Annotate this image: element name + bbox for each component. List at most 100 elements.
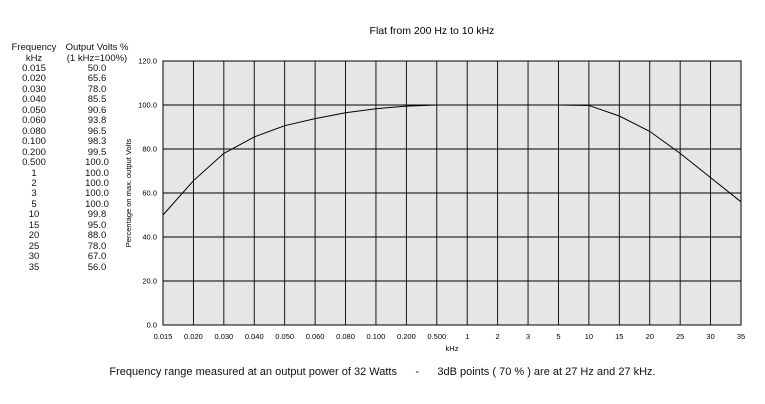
- frequency-cell: 10: [28, 209, 40, 221]
- frequency-cell: 0.040: [22, 94, 46, 106]
- table-row: 0.015 50.0: [8, 63, 138, 74]
- table-row: 35 56.0: [8, 261, 138, 273]
- frequency-cell: 20: [28, 230, 40, 242]
- table-row: 0.200 99.5: [8, 146, 138, 158]
- x-tick-label: 25: [676, 332, 684, 341]
- output-volts-cell: 56.0: [87, 261, 107, 273]
- x-tick-label: 0.060: [306, 332, 325, 341]
- table-header: Frequency kHz Output Volts % (1 kHz=100%…: [8, 42, 138, 64]
- footer-caption-left: Frequency range measured at an output po…: [109, 366, 397, 378]
- footer-caption-separator: -: [415, 366, 419, 378]
- table-row: 0.100 98.3: [8, 136, 138, 148]
- x-tick-label: 0.030: [214, 332, 233, 341]
- x-tick-label: 30: [706, 332, 714, 341]
- y-tick-label: 80.0: [142, 145, 157, 154]
- x-tick-label: 0.020: [184, 332, 203, 341]
- output-volts-cell: 78.0: [87, 83, 107, 95]
- x-tick-label: 0.040: [245, 332, 264, 341]
- frequency-cell: 35: [28, 261, 40, 273]
- table-row: 0.060 93.8: [8, 115, 138, 127]
- x-tick-label: 1: [465, 332, 469, 341]
- x-tick-label: 0.500: [427, 332, 446, 341]
- table-row: 0.030 78.0: [8, 83, 138, 95]
- frequency-cell: 0.060: [22, 115, 46, 127]
- frequency-cell: 5: [31, 198, 37, 210]
- x-tick-label: 5: [556, 332, 560, 341]
- x-tick-label: 0.100: [367, 332, 386, 341]
- frequency-cell: 25: [28, 240, 40, 252]
- column-header-output-unit: (1 kHz=100%): [66, 53, 128, 64]
- table-row: 0.080 96.5: [8, 125, 138, 137]
- table-row: 5 100.0: [8, 198, 138, 210]
- x-tick-label: 0.050: [275, 332, 294, 341]
- x-tick-label: 0.015: [154, 332, 173, 341]
- column-header-output-title: Output Volts %: [65, 42, 129, 53]
- output-volts-cell: 85.5: [87, 94, 107, 106]
- output-volts-cell: 88.0: [87, 230, 107, 242]
- table-row: 20 88.0: [8, 230, 138, 242]
- output-volts-cell: 67.0: [87, 251, 107, 263]
- frequency-cell: 0.050: [22, 104, 46, 116]
- frequency-cell: 2: [31, 177, 37, 189]
- column-header-output: Output Volts % (1 kHz=100%): [60, 42, 134, 64]
- y-tick-labels: 0.0 20.0 40.0 60.0 80.0 100.0 120.0: [138, 57, 157, 330]
- y-tick-label: 120.0: [138, 57, 157, 66]
- output-volts-cell: 99.5: [87, 146, 107, 158]
- output-volts-cell: 95.0: [87, 219, 107, 231]
- output-volts-cell: 100.0: [85, 198, 109, 210]
- x-tick-label: 3: [526, 332, 530, 341]
- x-tick-label: 2: [496, 332, 500, 341]
- column-header-frequency-unit: kHz: [25, 53, 43, 64]
- table-row: 3 100.0: [8, 188, 138, 200]
- table-row: 1 100.0: [8, 167, 138, 179]
- x-tick-label: 10: [585, 332, 593, 341]
- frequency-cell: 0.200: [22, 146, 46, 158]
- table-row: 15 95.0: [8, 219, 138, 231]
- series-line-output-volts: [162, 104, 742, 216]
- frequency-cell: 0.100: [22, 136, 46, 148]
- table-row: 0.500 100.0: [8, 157, 138, 169]
- y-tick-label: 100.0: [138, 101, 157, 110]
- output-volts-cell: 100.0: [85, 177, 109, 189]
- column-header-frequency: Frequency kHz: [8, 42, 60, 64]
- frequency-response-table: Frequency kHz Output Volts % (1 kHz=100%…: [8, 42, 138, 273]
- frequency-cell: 0.020: [22, 73, 46, 85]
- x-tick-label: 0.080: [336, 332, 355, 341]
- x-tick-label: 15: [615, 332, 623, 341]
- frequency-cell: 0.015: [22, 63, 46, 74]
- table-row: 10 99.8: [8, 209, 138, 221]
- chart-title: Flat from 200 Hz to 10 kHz: [370, 25, 495, 37]
- x-tick-label: 0.200: [397, 332, 416, 341]
- x-axis-label: kHz: [446, 344, 459, 353]
- output-volts-cell: 100.0: [85, 188, 109, 200]
- table-body: 0.015 50.0 0.020 65.6 0.030 78.0 0.040 85.5 0.05…: [8, 63, 138, 273]
- output-volts-cell: 65.6: [87, 73, 107, 85]
- y-tick-label: 40.0: [142, 233, 157, 242]
- output-volts-cell: 50.0: [87, 63, 107, 74]
- frequency-cell: 1: [31, 167, 37, 179]
- frequency-cell: 0.500: [22, 157, 46, 169]
- output-volts-cell: 100.0: [85, 157, 109, 169]
- frequency-cell: 15: [28, 219, 40, 231]
- output-volts-cell: 99.8: [87, 209, 107, 221]
- table-row: 0.040 85.5: [8, 94, 138, 106]
- plot-frame: [162, 60, 742, 326]
- table-row: 30 67.0: [8, 251, 138, 263]
- table-row: 25 78.0: [8, 240, 138, 252]
- x-tick-label: 20: [646, 332, 654, 341]
- table-row: 0.020 65.6: [8, 73, 138, 85]
- y-axis-label: Percentage on max. output Volts: [124, 139, 133, 248]
- output-volts-cell: 93.8: [87, 115, 107, 127]
- table-row: 2 100.0: [8, 177, 138, 189]
- footer-caption: Frequency range measured at an output po…: [0, 366, 765, 378]
- x-tick-label: 35: [737, 332, 745, 341]
- column-header-frequency-title: Frequency: [11, 42, 57, 53]
- output-volts-cell: 96.5: [87, 125, 107, 137]
- frequency-cell: 3: [31, 188, 37, 200]
- table-row: 0.050 90.6: [8, 104, 138, 116]
- y-tick-label: 0.0: [147, 321, 157, 330]
- footer-caption-right: 3dB points ( 70 % ) are at 27 Hz and 27 …: [437, 366, 656, 378]
- frequency-cell: 0.030: [22, 83, 46, 95]
- output-volts-cell: 98.3: [87, 136, 107, 148]
